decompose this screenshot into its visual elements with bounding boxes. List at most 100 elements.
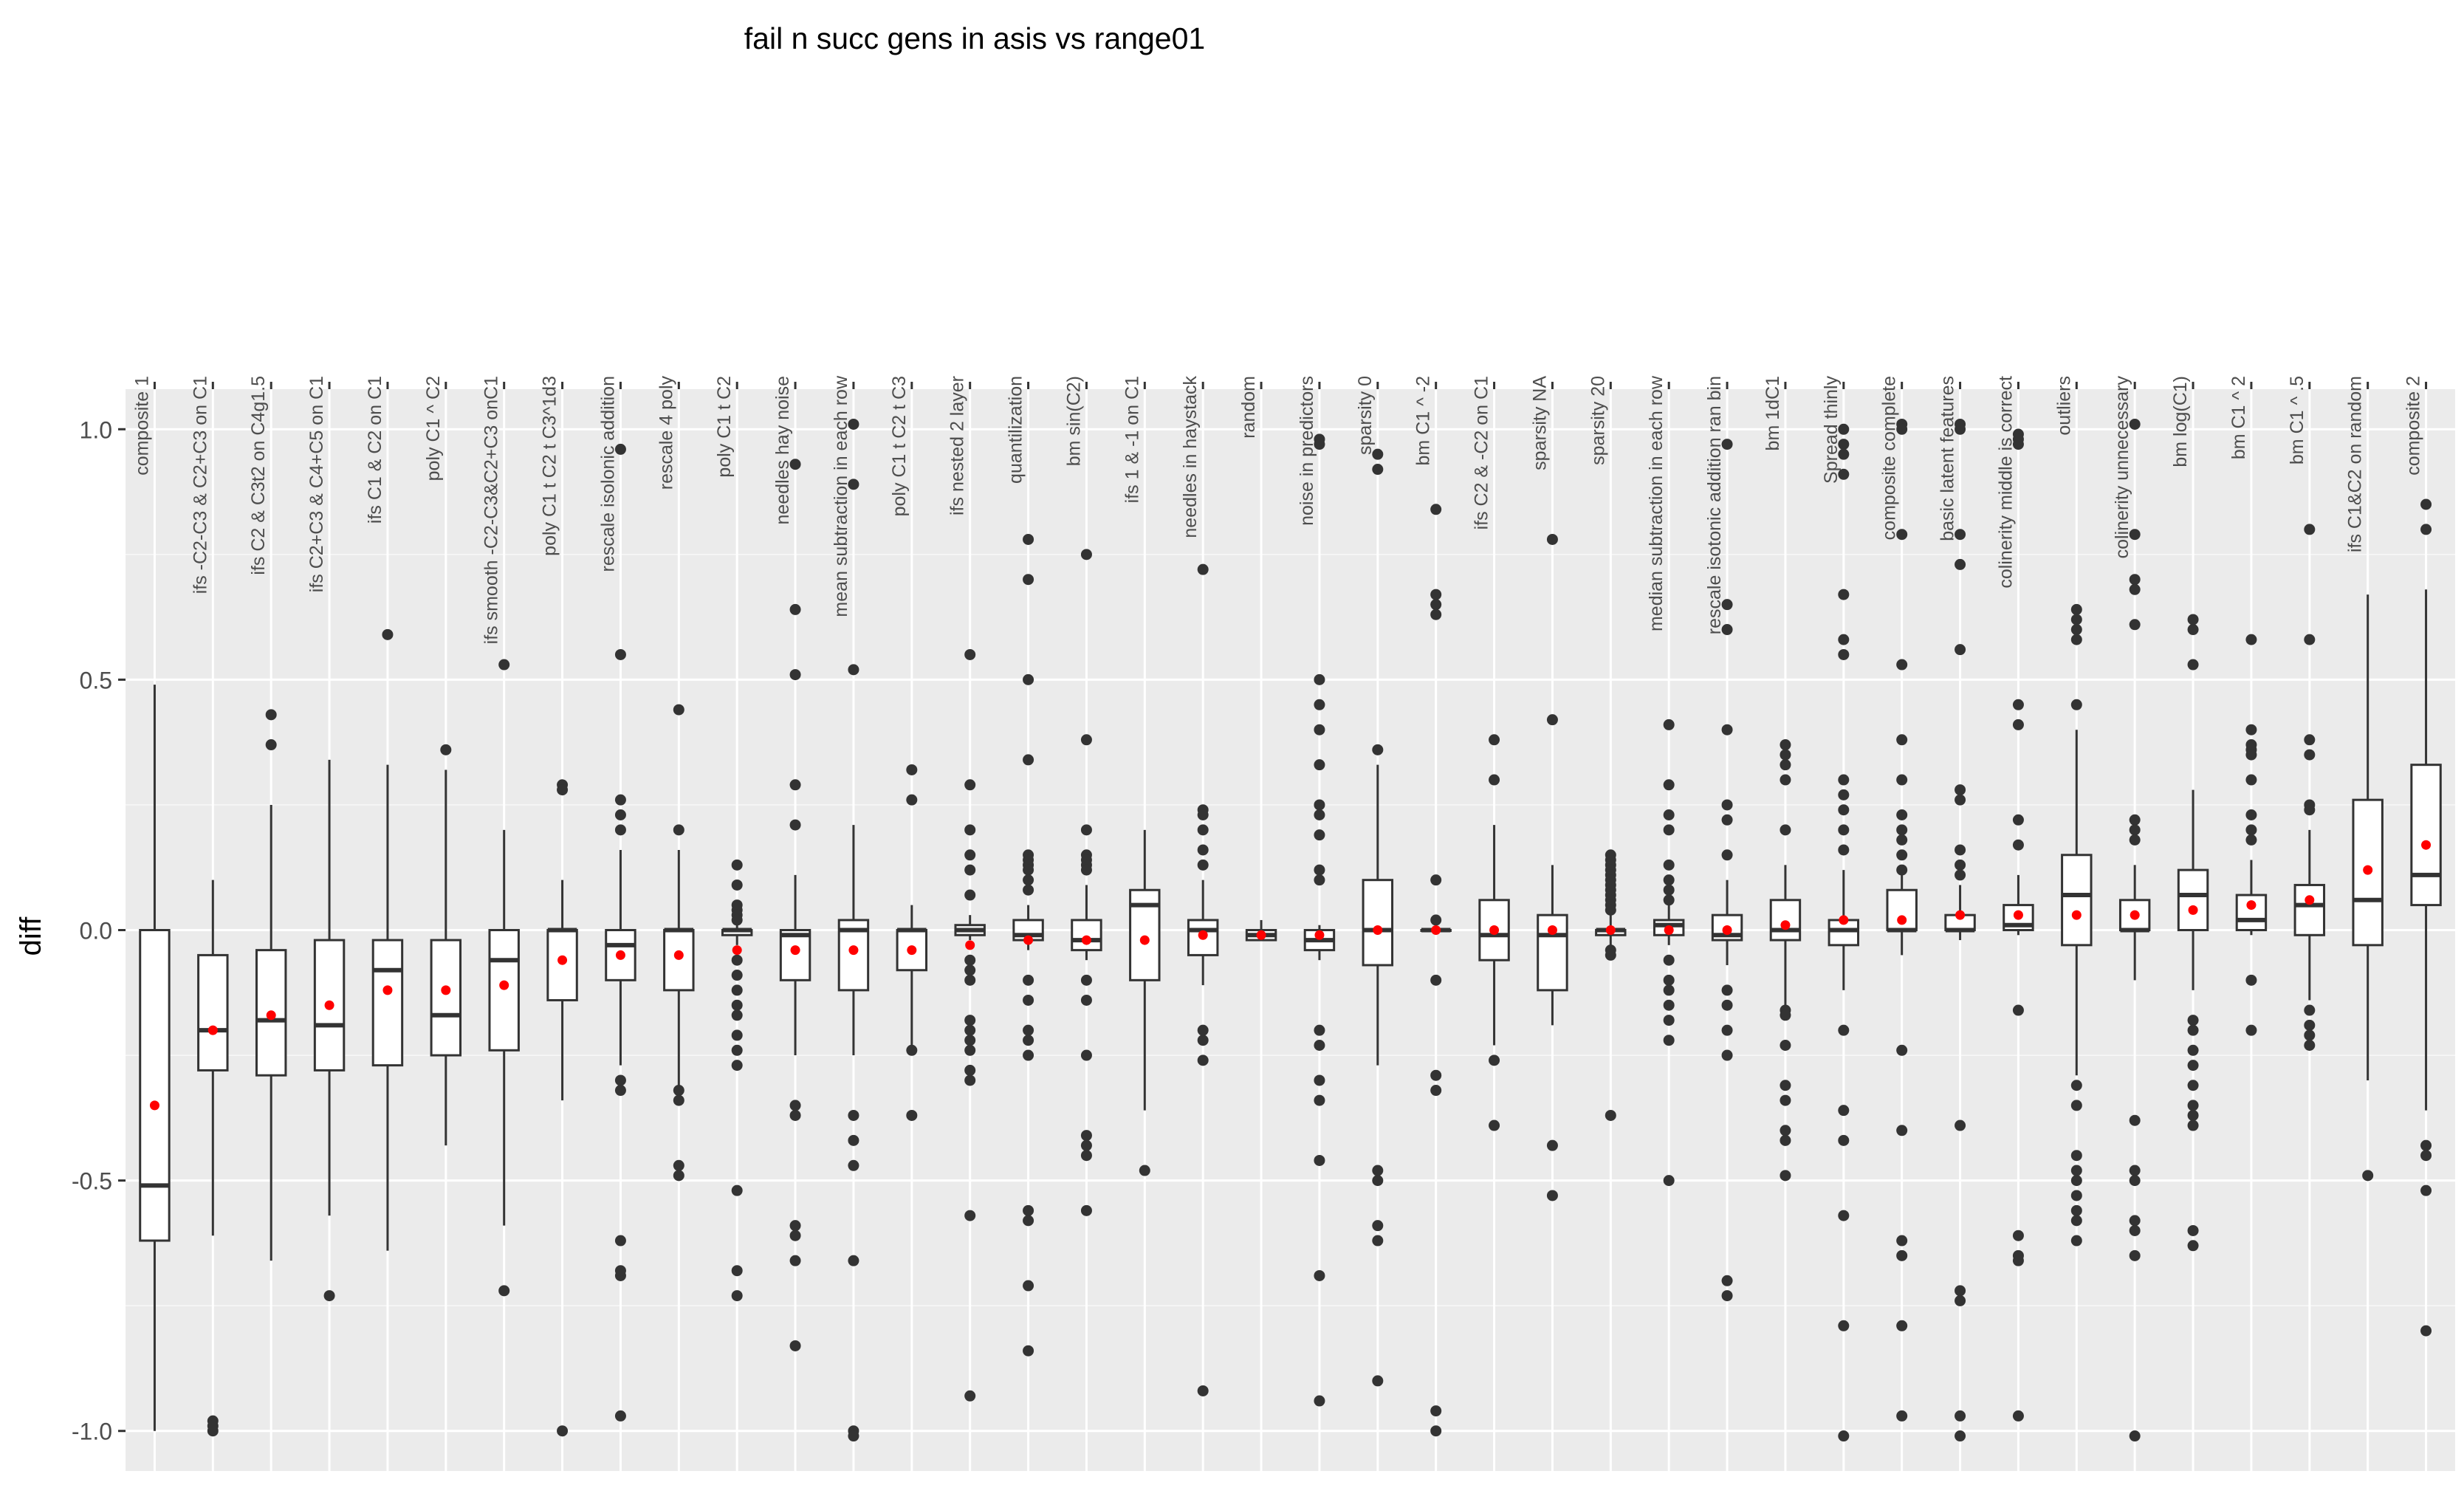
outlier-point [1023, 574, 1034, 586]
box [663, 929, 695, 992]
outlier-point [848, 418, 859, 430]
outlier-point [2187, 1224, 2199, 1236]
mean-point [2246, 900, 2257, 911]
x-tick-label: composite 1 [131, 376, 152, 476]
y-axis: 1.0 0.5 0.0 -0.5 -1.0 [72, 416, 126, 1445]
box-group [2352, 594, 2384, 1182]
outlier-point [1838, 1024, 1850, 1036]
box-group [1129, 829, 1161, 1176]
outlier-point [2070, 699, 2082, 710]
outlier-point [1955, 1285, 1966, 1297]
outlier-point [1080, 1130, 1092, 1142]
box [139, 929, 171, 1242]
outlier-point [2129, 583, 2141, 595]
outlier-point [614, 1265, 626, 1277]
outlier-point [2129, 814, 2141, 826]
outlier-point [848, 1255, 859, 1266]
outlier-point [1430, 1425, 1442, 1437]
outlier-point [964, 779, 976, 791]
mean-point [1139, 935, 1150, 945]
mean-point [2013, 910, 2023, 920]
x-tick-label: Spread thinly [1821, 376, 1842, 484]
x-tick-label: poly C1 t C2 [714, 376, 735, 478]
x-tick-label: bm C1 ^ 2 [2228, 376, 2249, 459]
outlier-point [1780, 1009, 1791, 1021]
outlier-point [2187, 624, 2199, 636]
outlier-point [1023, 1049, 1034, 1061]
outlier-point [1023, 673, 1034, 685]
outlier-point [1663, 894, 1675, 906]
outlier-point [1663, 999, 1675, 1011]
mean-point [1081, 935, 1091, 945]
outlier-point [1023, 1215, 1034, 1227]
mean-point [441, 985, 451, 995]
x-tick-label: poly C1 ^ C2 [423, 376, 444, 481]
outlier-point [1197, 824, 1209, 836]
outlier-point [731, 954, 743, 966]
outlier-point [2129, 1215, 2141, 1227]
outlier-point [906, 794, 918, 806]
outlier-point [1314, 809, 1325, 821]
mean-point [615, 950, 625, 960]
outlier-point [1314, 1395, 1325, 1407]
y-tick-label: 1.0 [80, 416, 112, 443]
outlier-point [614, 824, 626, 836]
outlier-point [1023, 1280, 1034, 1292]
mean-point [732, 945, 742, 956]
outlier-point [2245, 749, 2257, 761]
outlier-point [1080, 864, 1092, 876]
x-axis: composite 1 ifs -C2-C3 & C2+C3 on C1 ifs C… [131, 375, 2428, 644]
outlier-point [382, 628, 394, 640]
box [1071, 919, 1102, 952]
mean-point [1839, 915, 1849, 925]
box-group [1303, 433, 1336, 1407]
outlier-point [2245, 974, 2257, 986]
outlier-point [1955, 1410, 1966, 1422]
outlier-point [1663, 859, 1675, 871]
box-group [954, 648, 986, 1402]
x-tick-label: sparsity NA [1529, 376, 1550, 470]
outlier-point [1780, 774, 1791, 786]
outlier-point [1955, 794, 1966, 806]
box-group [1828, 423, 1860, 1442]
outlier-point [1896, 849, 1908, 861]
x-tick-label: ifs nested 2 layer [947, 376, 968, 515]
outlier-point [673, 1094, 684, 1106]
outlier-point [1605, 904, 1616, 916]
outlier-point [1023, 1204, 1034, 1216]
outlier-point [789, 819, 801, 831]
box-group [1711, 439, 1743, 1302]
outlier-point [906, 1044, 918, 1056]
outlier-point [1955, 784, 1966, 796]
outlier-point [1080, 1150, 1092, 1162]
box-group [2118, 418, 2151, 1442]
mean-point [1955, 910, 1966, 920]
outlier-point [848, 1430, 859, 1442]
outlier-point [2304, 804, 2316, 816]
mean-point [1664, 925, 1674, 935]
x-tick-label: composite complete [1879, 376, 1900, 540]
outlier-point [2012, 839, 2024, 851]
outlier-point [964, 1064, 976, 1076]
outlier-point [2187, 659, 2199, 671]
mean-point [1198, 930, 1208, 940]
outlier-point [731, 859, 743, 871]
box [2177, 868, 2209, 931]
outlier-point [2304, 634, 2316, 645]
outlier-point [1721, 439, 1733, 450]
y-tick-label: -1.0 [72, 1419, 112, 1445]
x-tick-label: mean subtraction in each row [831, 375, 851, 617]
box [2293, 883, 2326, 936]
outlier-point [964, 864, 976, 876]
outlier-point [1838, 844, 1850, 856]
outlier-point [498, 659, 510, 671]
outlier-point [1721, 814, 1733, 826]
outlier-point [964, 964, 976, 976]
outlier-point [2245, 724, 2257, 736]
outlier-point [2187, 1109, 2199, 1121]
mean-point [1605, 925, 1616, 935]
outlier-point [1314, 759, 1325, 771]
outlier-point [1955, 529, 1966, 541]
outlier-point [1896, 1044, 1908, 1056]
outlier-point [1023, 864, 1034, 876]
